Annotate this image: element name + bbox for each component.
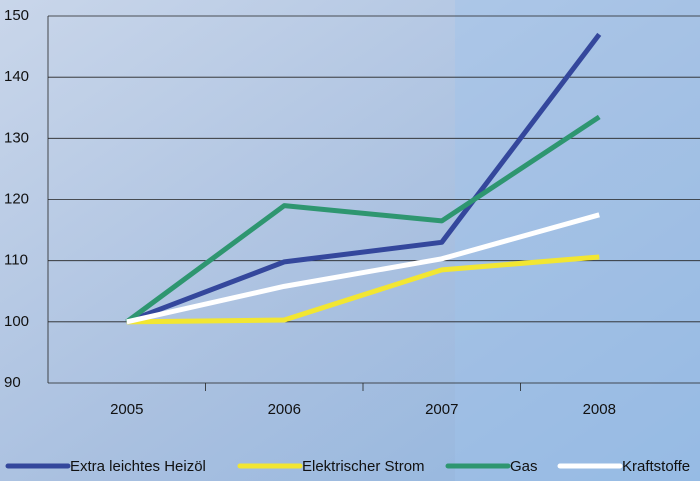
y-tick-label: 120	[4, 190, 29, 207]
x-tick-label: 2005	[110, 401, 143, 418]
y-tick-label: 140	[4, 68, 29, 85]
y-tick-label: 130	[4, 129, 29, 146]
legend-label: Extra leichtes Heizöl	[70, 458, 206, 475]
background-sign	[455, 0, 700, 481]
y-tick-label: 110	[4, 252, 28, 269]
y-tick-label: 100	[4, 313, 29, 330]
series-line	[125, 32, 602, 325]
legend-label: Elektrischer Strom	[302, 458, 425, 475]
y-tick-label: 90	[4, 374, 21, 391]
legend-label: Gas	[510, 458, 538, 475]
series-line	[125, 114, 601, 324]
x-tick-label: 2007	[425, 401, 458, 418]
series-line	[126, 254, 600, 325]
x-tick-label: 2006	[268, 401, 301, 418]
series-line	[126, 212, 600, 325]
legend-label: Kraftstoffe	[622, 458, 690, 475]
y-tick-label: 150	[4, 7, 29, 24]
x-tick-label: 2008	[583, 401, 616, 418]
